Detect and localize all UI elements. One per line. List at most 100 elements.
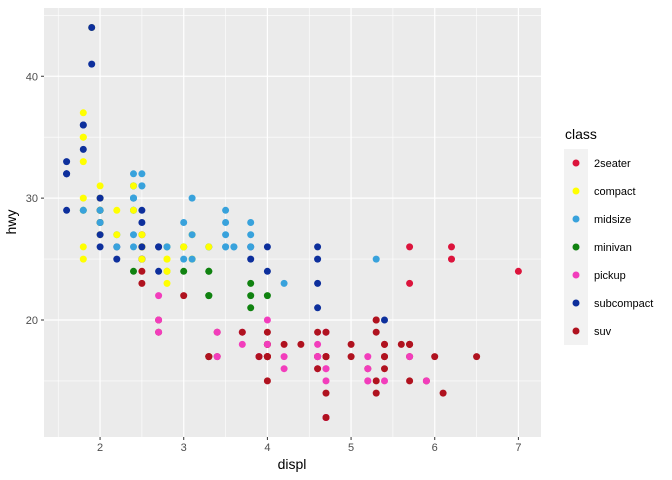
data-point [155, 328, 163, 336]
data-point [205, 292, 213, 300]
data-point [63, 158, 71, 166]
data-point [297, 340, 305, 348]
data-point [263, 328, 271, 336]
data-point [247, 292, 255, 300]
data-point [514, 267, 522, 275]
data-point [180, 292, 188, 300]
legend-key-dot-midsize [572, 215, 580, 223]
data-point [364, 353, 372, 361]
legend-title: class [565, 126, 597, 142]
x-tick-label: 5 [348, 442, 354, 454]
data-point [96, 194, 104, 202]
axis-tick-labels: 2 3 4 5 6 7 20 30 40 [26, 71, 522, 454]
data-point [113, 231, 121, 239]
data-point [364, 365, 372, 373]
data-point [230, 243, 238, 251]
data-point [280, 340, 288, 348]
data-point [347, 353, 355, 361]
data-point [406, 279, 414, 287]
data-point [188, 231, 196, 239]
data-point [448, 255, 455, 263]
data-point [155, 292, 163, 300]
data-point [88, 24, 96, 31]
data-point [372, 328, 380, 336]
data-point [406, 353, 414, 361]
data-point [138, 267, 146, 275]
data-point [314, 279, 322, 287]
legend-label-2seater: 2seater [594, 158, 631, 170]
legend-key-dot-2seater [572, 159, 580, 167]
data-point [372, 316, 380, 324]
data-point [138, 219, 146, 226]
data-point [205, 353, 213, 361]
data-point [138, 170, 146, 178]
data-point [79, 194, 87, 202]
data-point [263, 353, 271, 361]
data-point [79, 243, 87, 251]
plot-panel [44, 8, 541, 437]
x-tick-label: 4 [264, 442, 270, 454]
data-point [263, 377, 271, 385]
data-point [448, 243, 455, 251]
x-tick-label: 2 [97, 442, 103, 454]
data-point [247, 231, 255, 239]
gridlines [44, 8, 541, 437]
data-point [322, 414, 330, 421]
panel-background [44, 8, 541, 437]
data-point [314, 365, 322, 373]
data-point [406, 243, 414, 251]
data-point [406, 377, 414, 385]
data-point [397, 340, 405, 348]
data-point [381, 353, 388, 361]
data-point [96, 231, 104, 239]
data-point [247, 255, 255, 263]
data-point [155, 267, 163, 275]
data-point [263, 243, 271, 251]
data-point [431, 353, 439, 361]
data-point [406, 340, 414, 348]
data-point [213, 353, 221, 361]
data-point [79, 255, 87, 263]
data-point [263, 292, 271, 300]
x-tick-label: 3 [181, 442, 187, 454]
data-point [238, 340, 246, 348]
data-point [130, 170, 137, 178]
data-point [222, 231, 230, 239]
data-point [130, 267, 137, 275]
legend-label-midsize: midsize [594, 214, 631, 226]
legend-key-dot-compact [572, 187, 580, 195]
data-point [280, 279, 288, 287]
data-point [205, 267, 213, 275]
data-point [314, 328, 322, 336]
data-point [381, 365, 388, 373]
data-point [372, 389, 380, 397]
data-point [88, 60, 96, 68]
legend-key-dot-suv [572, 327, 580, 335]
data-point [347, 340, 355, 348]
legend: 2seater compact midsize minivan pickup subcom… [564, 149, 653, 345]
y-axis-title: hwy [3, 210, 19, 235]
data-point [180, 255, 188, 263]
data-point [180, 219, 188, 226]
data-point [280, 353, 288, 361]
data-point [364, 377, 372, 385]
data-point [79, 121, 87, 129]
data-point [138, 279, 146, 287]
data-point [130, 206, 137, 214]
data-point [113, 255, 121, 263]
data-point [213, 328, 221, 336]
legend-key-dot-subcompact [572, 299, 580, 307]
data-point [247, 304, 255, 312]
data-point [96, 182, 104, 190]
data-point [372, 377, 380, 385]
data-point [138, 231, 146, 239]
data-point [314, 255, 322, 263]
data-point [439, 389, 447, 397]
data-point [155, 243, 163, 251]
legend-label-suv: suv [594, 326, 612, 338]
data-point [381, 316, 388, 324]
data-points [63, 24, 522, 421]
data-point [130, 231, 137, 239]
data-point [130, 194, 137, 202]
data-point [188, 255, 196, 263]
